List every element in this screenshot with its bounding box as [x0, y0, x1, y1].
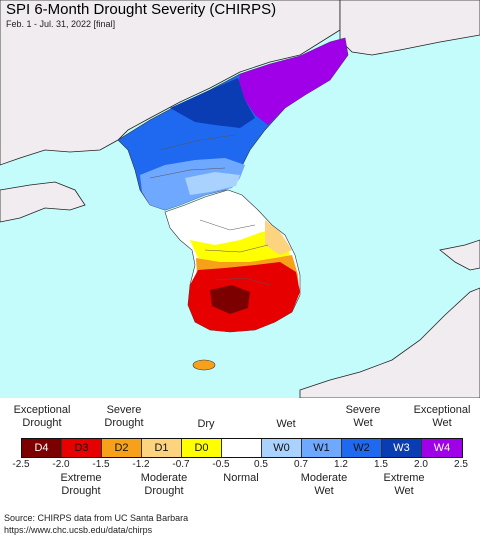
legend-top-wet: Wet [276, 418, 296, 430]
land-japan-north [439, 239, 480, 271]
source-url: https://www.chc.ucsb.edu/data/chirps [4, 525, 153, 535]
legend-top-severe-wet: Severe Wet [345, 404, 381, 429]
legend-tick: 1.5 [374, 459, 388, 470]
legend-tick: -0.7 [172, 459, 190, 470]
legend-tick: 0.7 [294, 459, 308, 470]
legend-tick: -1.5 [92, 459, 110, 470]
sk-d1 [265, 220, 292, 255]
legend-top-exceptional-drought: Exceptional Drought [13, 404, 71, 429]
legend-top-exceptional-wet: Exceptional Wet [413, 404, 471, 429]
map-title: SPI 6-Month Drought Severity (CHIRPS) [6, 1, 277, 18]
legend-tick: -1.2 [132, 459, 150, 470]
legend-box-d1: D1 [142, 439, 182, 457]
legend-box-d2: D2 [102, 439, 142, 457]
nk-pale-blue [185, 172, 240, 195]
legend-tick: 2.5 [454, 459, 468, 470]
legend-box-w3: W3 [382, 439, 422, 457]
legend-box-normal [222, 439, 262, 457]
land-shandong [0, 181, 86, 223]
legend-box-w2: W2 [342, 439, 382, 457]
legend-color-bar: D4 D3 D2 D1 D0 W0 W1 W2 W3 W4 [21, 438, 463, 458]
nk-purple [238, 38, 348, 125]
legend-tick: 1.2 [334, 459, 348, 470]
legend-top-severe-drought: Severe Drought [104, 404, 144, 429]
legend-top-dry: Dry [197, 418, 215, 430]
legend-tick: -2.5 [12, 459, 30, 470]
legend-bottom-extreme-drought: Extreme Drought [60, 472, 102, 497]
land-china-russia [0, 0, 341, 166]
legend-tick: 0.5 [254, 459, 268, 470]
legend-box-w4: W4 [422, 439, 462, 457]
admin-lines [149, 134, 271, 286]
legend-box-w1: W1 [302, 439, 342, 457]
legend-box-d4: D4 [22, 439, 62, 457]
legend-tick: 2.0 [414, 459, 428, 470]
legend-box-w0: W0 [262, 439, 302, 457]
sk-d4 [210, 285, 250, 314]
legend-tick: -2.0 [52, 459, 70, 470]
nk-dark-blue [170, 78, 255, 128]
jeju-island [192, 359, 216, 371]
legend-bottom-extreme-wet: Extreme Wet [383, 472, 425, 497]
source-credit: Source: CHIRPS data from UC Santa Barbar… [4, 512, 188, 536]
source-line: Source: CHIRPS data from UC Santa Barbar… [4, 513, 189, 523]
legend-box-d3: D3 [62, 439, 102, 457]
legend-tick: -0.5 [212, 459, 230, 470]
legend-bottom-moderate-wet: Moderate Wet [300, 472, 348, 497]
legend-bottom-normal: Normal [223, 472, 259, 484]
land-japan [299, 287, 480, 398]
map-subtitle: Feb. 1 - Jul. 31, 2022 [final] [6, 19, 116, 29]
legend-bottom-moderate-drought: Moderate Drought [140, 472, 188, 497]
legend-box-d0: D0 [182, 439, 222, 457]
map [0, 0, 480, 398]
